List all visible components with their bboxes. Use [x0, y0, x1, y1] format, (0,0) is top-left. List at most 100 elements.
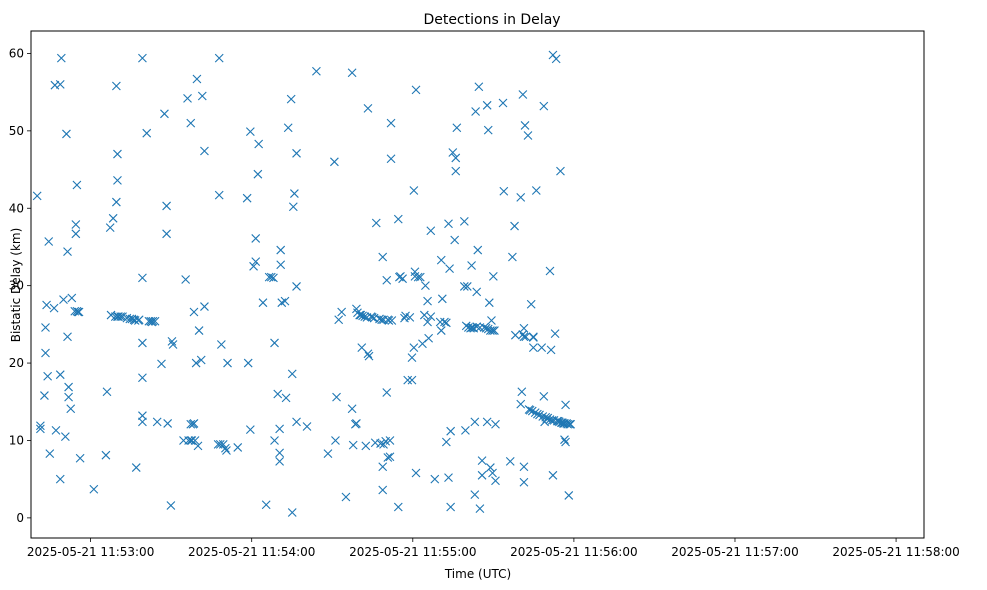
data-point	[519, 332, 529, 342]
data-point	[281, 393, 291, 403]
data-point	[407, 353, 417, 363]
data-point	[196, 355, 206, 365]
data-point	[220, 443, 230, 453]
data-point	[531, 186, 541, 195]
data-point	[111, 81, 121, 91]
data-point	[131, 463, 141, 472]
data-point	[275, 424, 285, 434]
x-axis-label: Time (UTC)	[444, 567, 511, 581]
data-point	[312, 66, 321, 76]
data-point	[491, 476, 500, 486]
data-point	[330, 157, 339, 167]
data-point	[467, 261, 476, 270]
data-point	[485, 463, 495, 472]
data-point	[63, 247, 72, 256]
data-point	[197, 91, 207, 101]
data-point	[55, 370, 65, 380]
data-point	[385, 436, 395, 445]
data-point	[411, 85, 421, 95]
data-point	[563, 419, 573, 429]
data-point	[482, 417, 492, 427]
data-point	[364, 351, 374, 361]
y-tick-label: 30	[9, 279, 24, 293]
data-point	[363, 104, 373, 113]
x-tick-label: 2025-05-21 11:55:00	[349, 545, 476, 559]
data-point	[411, 468, 421, 478]
data-point	[393, 214, 403, 224]
data-point	[426, 312, 436, 322]
data-point	[548, 470, 558, 480]
data-point	[280, 296, 290, 306]
y-tick-label: 60	[9, 46, 24, 60]
data-point	[545, 266, 555, 276]
data-point	[387, 316, 397, 325]
data-point	[472, 287, 482, 297]
data-point	[59, 295, 68, 304]
data-point	[194, 326, 204, 335]
data-point	[407, 375, 417, 385]
data-point	[446, 502, 456, 512]
data-point	[385, 452, 395, 462]
data-point	[152, 417, 162, 427]
x-tick-label: 2025-05-21 11:57:00	[671, 545, 798, 559]
data-point	[74, 307, 84, 317]
data-point	[352, 419, 361, 428]
data-point	[44, 237, 54, 246]
data-point	[331, 436, 340, 445]
data-point	[191, 358, 201, 368]
data-point	[519, 477, 529, 487]
data-point	[114, 312, 123, 322]
data-point	[186, 436, 196, 445]
data-point	[45, 449, 55, 459]
data-point	[66, 404, 76, 414]
data-point	[181, 275, 191, 284]
data-point	[528, 343, 538, 352]
data-point	[292, 282, 301, 291]
data-point	[436, 326, 446, 335]
data-point	[42, 300, 51, 310]
data-point	[474, 82, 484, 92]
data-point	[258, 298, 268, 308]
data-point	[528, 332, 538, 342]
data-point	[275, 456, 285, 466]
data-point	[287, 508, 297, 517]
data-point	[347, 68, 357, 78]
data-point	[517, 387, 527, 397]
data-point	[499, 186, 509, 196]
data-point	[341, 492, 351, 502]
data-point	[332, 392, 341, 402]
data-point	[200, 302, 209, 311]
data-point	[243, 358, 253, 368]
data-point	[488, 468, 497, 478]
data-point	[168, 340, 178, 349]
data-point	[444, 473, 453, 483]
data-point	[286, 94, 296, 104]
data-point	[475, 504, 485, 513]
data-point	[105, 223, 115, 232]
data-point	[532, 409, 542, 419]
data-point	[60, 432, 70, 441]
data-point	[470, 417, 480, 427]
data-point	[276, 260, 286, 270]
data-point	[485, 326, 495, 335]
data-point	[163, 419, 173, 428]
data-point	[487, 316, 496, 325]
data-point	[488, 326, 497, 335]
data-point	[186, 118, 196, 128]
data-point	[519, 462, 529, 472]
data-point	[36, 424, 45, 434]
data-point	[413, 272, 423, 282]
data-point	[223, 358, 232, 368]
data-point	[444, 219, 453, 229]
data-point	[393, 502, 403, 512]
data-point	[477, 456, 487, 465]
data-point	[323, 449, 333, 459]
data-point	[386, 154, 396, 164]
data-point	[367, 313, 377, 322]
data-point	[384, 316, 394, 325]
data-point	[32, 191, 42, 201]
data-point	[441, 437, 451, 447]
data-point	[537, 343, 547, 352]
data-point	[192, 74, 202, 84]
data-point	[363, 349, 373, 359]
